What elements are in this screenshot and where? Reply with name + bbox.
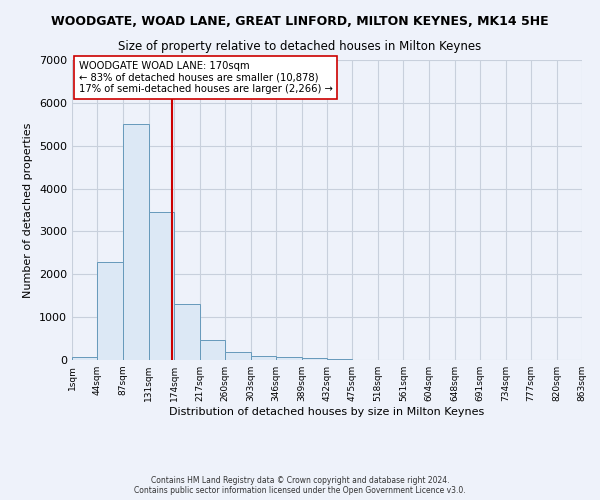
Bar	[251, 356, 276, 360]
Text: Size of property relative to detached houses in Milton Keynes: Size of property relative to detached ho…	[118, 40, 482, 53]
Bar	[175, 304, 200, 360]
Bar	[276, 358, 302, 360]
Bar	[200, 340, 225, 360]
Text: WOODGATE WOAD LANE: 170sqm
← 83% of detached houses are smaller (10,878)
17% of : WOODGATE WOAD LANE: 170sqm ← 83% of deta…	[79, 61, 332, 94]
Bar	[225, 352, 251, 360]
Bar	[97, 262, 123, 360]
Bar	[72, 357, 97, 360]
Bar	[302, 358, 327, 360]
Y-axis label: Number of detached properties: Number of detached properties	[23, 122, 34, 298]
Bar	[149, 212, 175, 360]
Text: Contains HM Land Registry data © Crown copyright and database right 2024.
Contai: Contains HM Land Registry data © Crown c…	[134, 476, 466, 495]
X-axis label: Distribution of detached houses by size in Milton Keynes: Distribution of detached houses by size …	[169, 407, 485, 417]
Text: WOODGATE, WOAD LANE, GREAT LINFORD, MILTON KEYNES, MK14 5HE: WOODGATE, WOAD LANE, GREAT LINFORD, MILT…	[51, 15, 549, 28]
Bar	[327, 358, 352, 360]
Bar	[123, 124, 149, 360]
